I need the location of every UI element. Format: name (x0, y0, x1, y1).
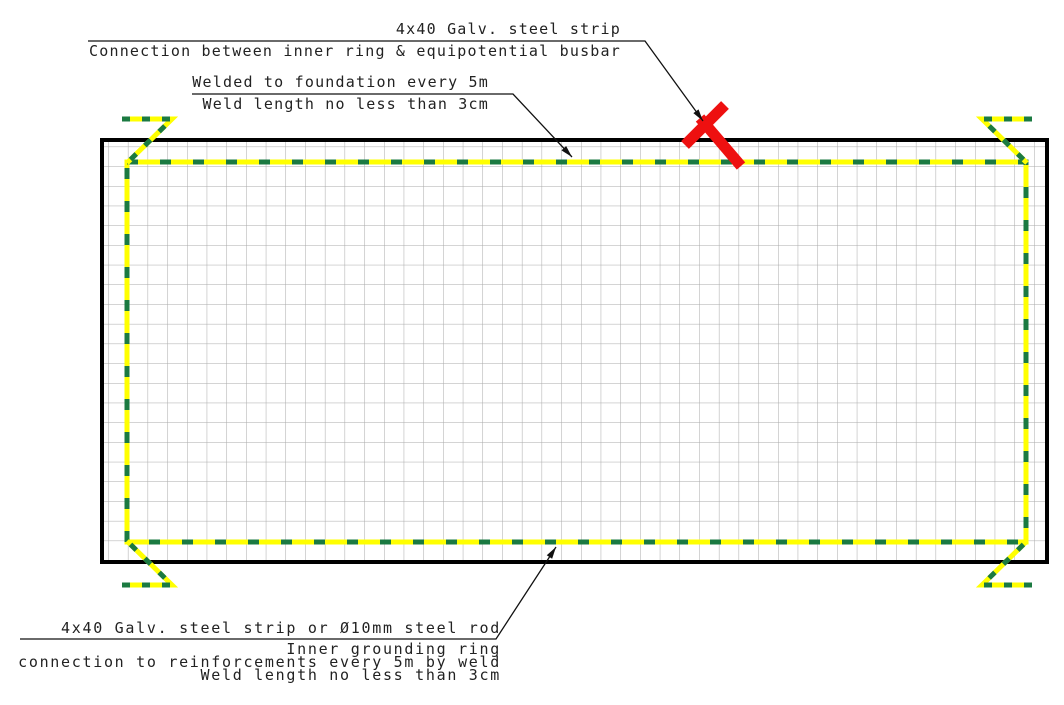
ring-bottom-note-line2: Inner grounding ring (286, 640, 501, 658)
ring-bottom-note-line1: 4x40 Galv. steel strip or Ø10mm steel ro… (61, 619, 501, 637)
ring-bottom-note-line4: Weld length no less than 3cm (200, 666, 501, 684)
rebar-mesh-grid (104, 142, 1045, 560)
corner-flag-bottom-right (975, 539, 1032, 588)
busbar-note-line1: 4x40 Galv. steel strip (395, 20, 621, 38)
corner-flag-top-left (122, 116, 179, 165)
busbar-connection-marker (681, 101, 746, 170)
leader-ring-bottom (20, 546, 557, 640)
leader-weld-top (192, 93, 573, 158)
ring-bottom-note-line3: connection to reinforcements every 5m by… (18, 653, 501, 671)
leader-busbar (88, 40, 704, 122)
foundation-outline (100, 138, 1049, 564)
weld-top-note-line1: Welded to foundation every 5m (192, 73, 489, 91)
weld-top-note-line2: Weld length no less than 3cm (202, 95, 489, 113)
busbar-note-line2: Connection between inner ring & equipote… (89, 42, 621, 60)
corner-flag-top-right (975, 116, 1032, 165)
inner-grounding-ring (124, 159, 1029, 545)
corner-flag-bottom-left (122, 539, 179, 588)
